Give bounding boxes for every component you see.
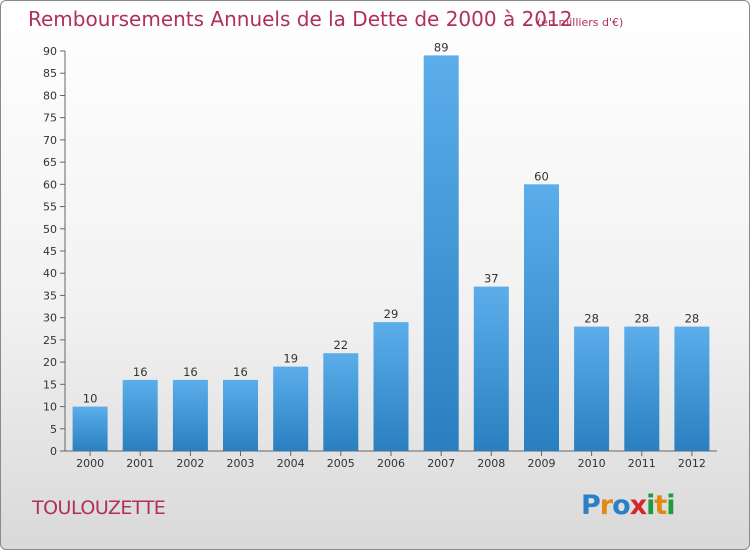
chart-title: Remboursements Annuels de la Dette de 20… [28, 7, 573, 31]
x-tick-label-2009: 2009 [528, 457, 556, 470]
logo-letter: i [666, 490, 675, 521]
value-label-2007: 89 [434, 40, 449, 54]
value-label-2010: 28 [584, 312, 599, 326]
bar-2012 [674, 326, 710, 451]
y-tick-label: 0 [50, 445, 57, 458]
bar-2008 [473, 286, 509, 451]
x-tick-label-2001: 2001 [126, 457, 154, 470]
x-tick-label-2000: 2000 [76, 457, 104, 470]
bar-2006 [373, 322, 409, 451]
x-tick-label-2007: 2007 [427, 457, 455, 470]
logo-letter: t [654, 490, 667, 521]
y-tick-label: 80 [43, 89, 57, 102]
logo-letter: o [612, 490, 631, 521]
y-tick-label: 40 [43, 267, 57, 280]
bar-2010 [574, 326, 610, 451]
x-tick-label-2003: 2003 [227, 457, 255, 470]
y-tick-label: 70 [43, 134, 57, 147]
value-label-2009: 60 [534, 169, 549, 183]
value-label-2005: 22 [333, 338, 348, 352]
y-tick-label: 65 [43, 156, 57, 169]
x-tick-label-2002: 2002 [176, 457, 204, 470]
chart-labels: 10 16 16 16 19 22 29 89 37 60 28 28 28 [83, 40, 699, 405]
y-tick-label: 20 [43, 356, 57, 369]
y-tick-label: 25 [43, 334, 57, 347]
logo-letter: r [599, 490, 613, 521]
chart-bars [72, 55, 710, 452]
y-tick-label: 5 [50, 423, 57, 436]
value-label-2002: 16 [183, 365, 198, 379]
y-tick-label: 50 [43, 223, 57, 236]
chart-axes: 0 5 10 15 20 25 30 35 40 45 50 55 60 65 70 75 80 85 90 2000… [43, 45, 717, 470]
bar-2001 [122, 379, 158, 451]
y-tick-label: 60 [43, 178, 57, 191]
y-tick-label: 30 [43, 312, 57, 325]
value-label-2008: 37 [484, 272, 499, 286]
y-tick-label: 15 [43, 378, 57, 391]
y-tick-label: 85 [43, 67, 57, 80]
x-tick-label-2006: 2006 [377, 457, 405, 470]
y-tick-label: 90 [43, 45, 57, 58]
value-label-2003: 16 [233, 365, 248, 379]
bar-2009 [524, 184, 559, 452]
x-tick-label-2005: 2005 [327, 457, 355, 470]
value-label-2006: 29 [384, 307, 399, 321]
bar-2011 [624, 326, 660, 451]
y-tick-label: 45 [43, 245, 57, 258]
bar-2000 [72, 406, 108, 451]
value-label-2004: 19 [283, 352, 298, 366]
y-tick-label: 10 [43, 401, 57, 414]
x-tick-label-2012: 2012 [678, 457, 706, 470]
bar-2004 [273, 366, 309, 451]
logo-letter: x [629, 490, 647, 521]
bar-2003 [223, 379, 258, 451]
x-tick-label-2008: 2008 [477, 457, 505, 470]
bar-2002 [172, 379, 208, 451]
commune-name: TOULOUZETTE [32, 497, 166, 519]
x-tick-label-2011: 2011 [628, 457, 656, 470]
value-label-2001: 16 [133, 365, 148, 379]
chart-subtitle: (en milliers d'€) [537, 16, 624, 29]
y-tick-label: 55 [43, 201, 57, 214]
logo-letter: P [581, 490, 601, 521]
bar-2005 [323, 353, 359, 451]
value-label-2000: 10 [83, 392, 98, 406]
value-label-2011: 28 [634, 312, 649, 326]
x-tick-label-2004: 2004 [277, 457, 305, 470]
y-tick-label: 75 [43, 112, 57, 125]
bar-2007 [423, 55, 459, 452]
proxiti-logo: Proxiti [581, 490, 676, 521]
logo-letter: i [646, 490, 655, 521]
value-label-2012: 28 [685, 312, 700, 326]
y-tick-label: 35 [43, 289, 57, 302]
x-tick-label-2010: 2010 [578, 457, 606, 470]
